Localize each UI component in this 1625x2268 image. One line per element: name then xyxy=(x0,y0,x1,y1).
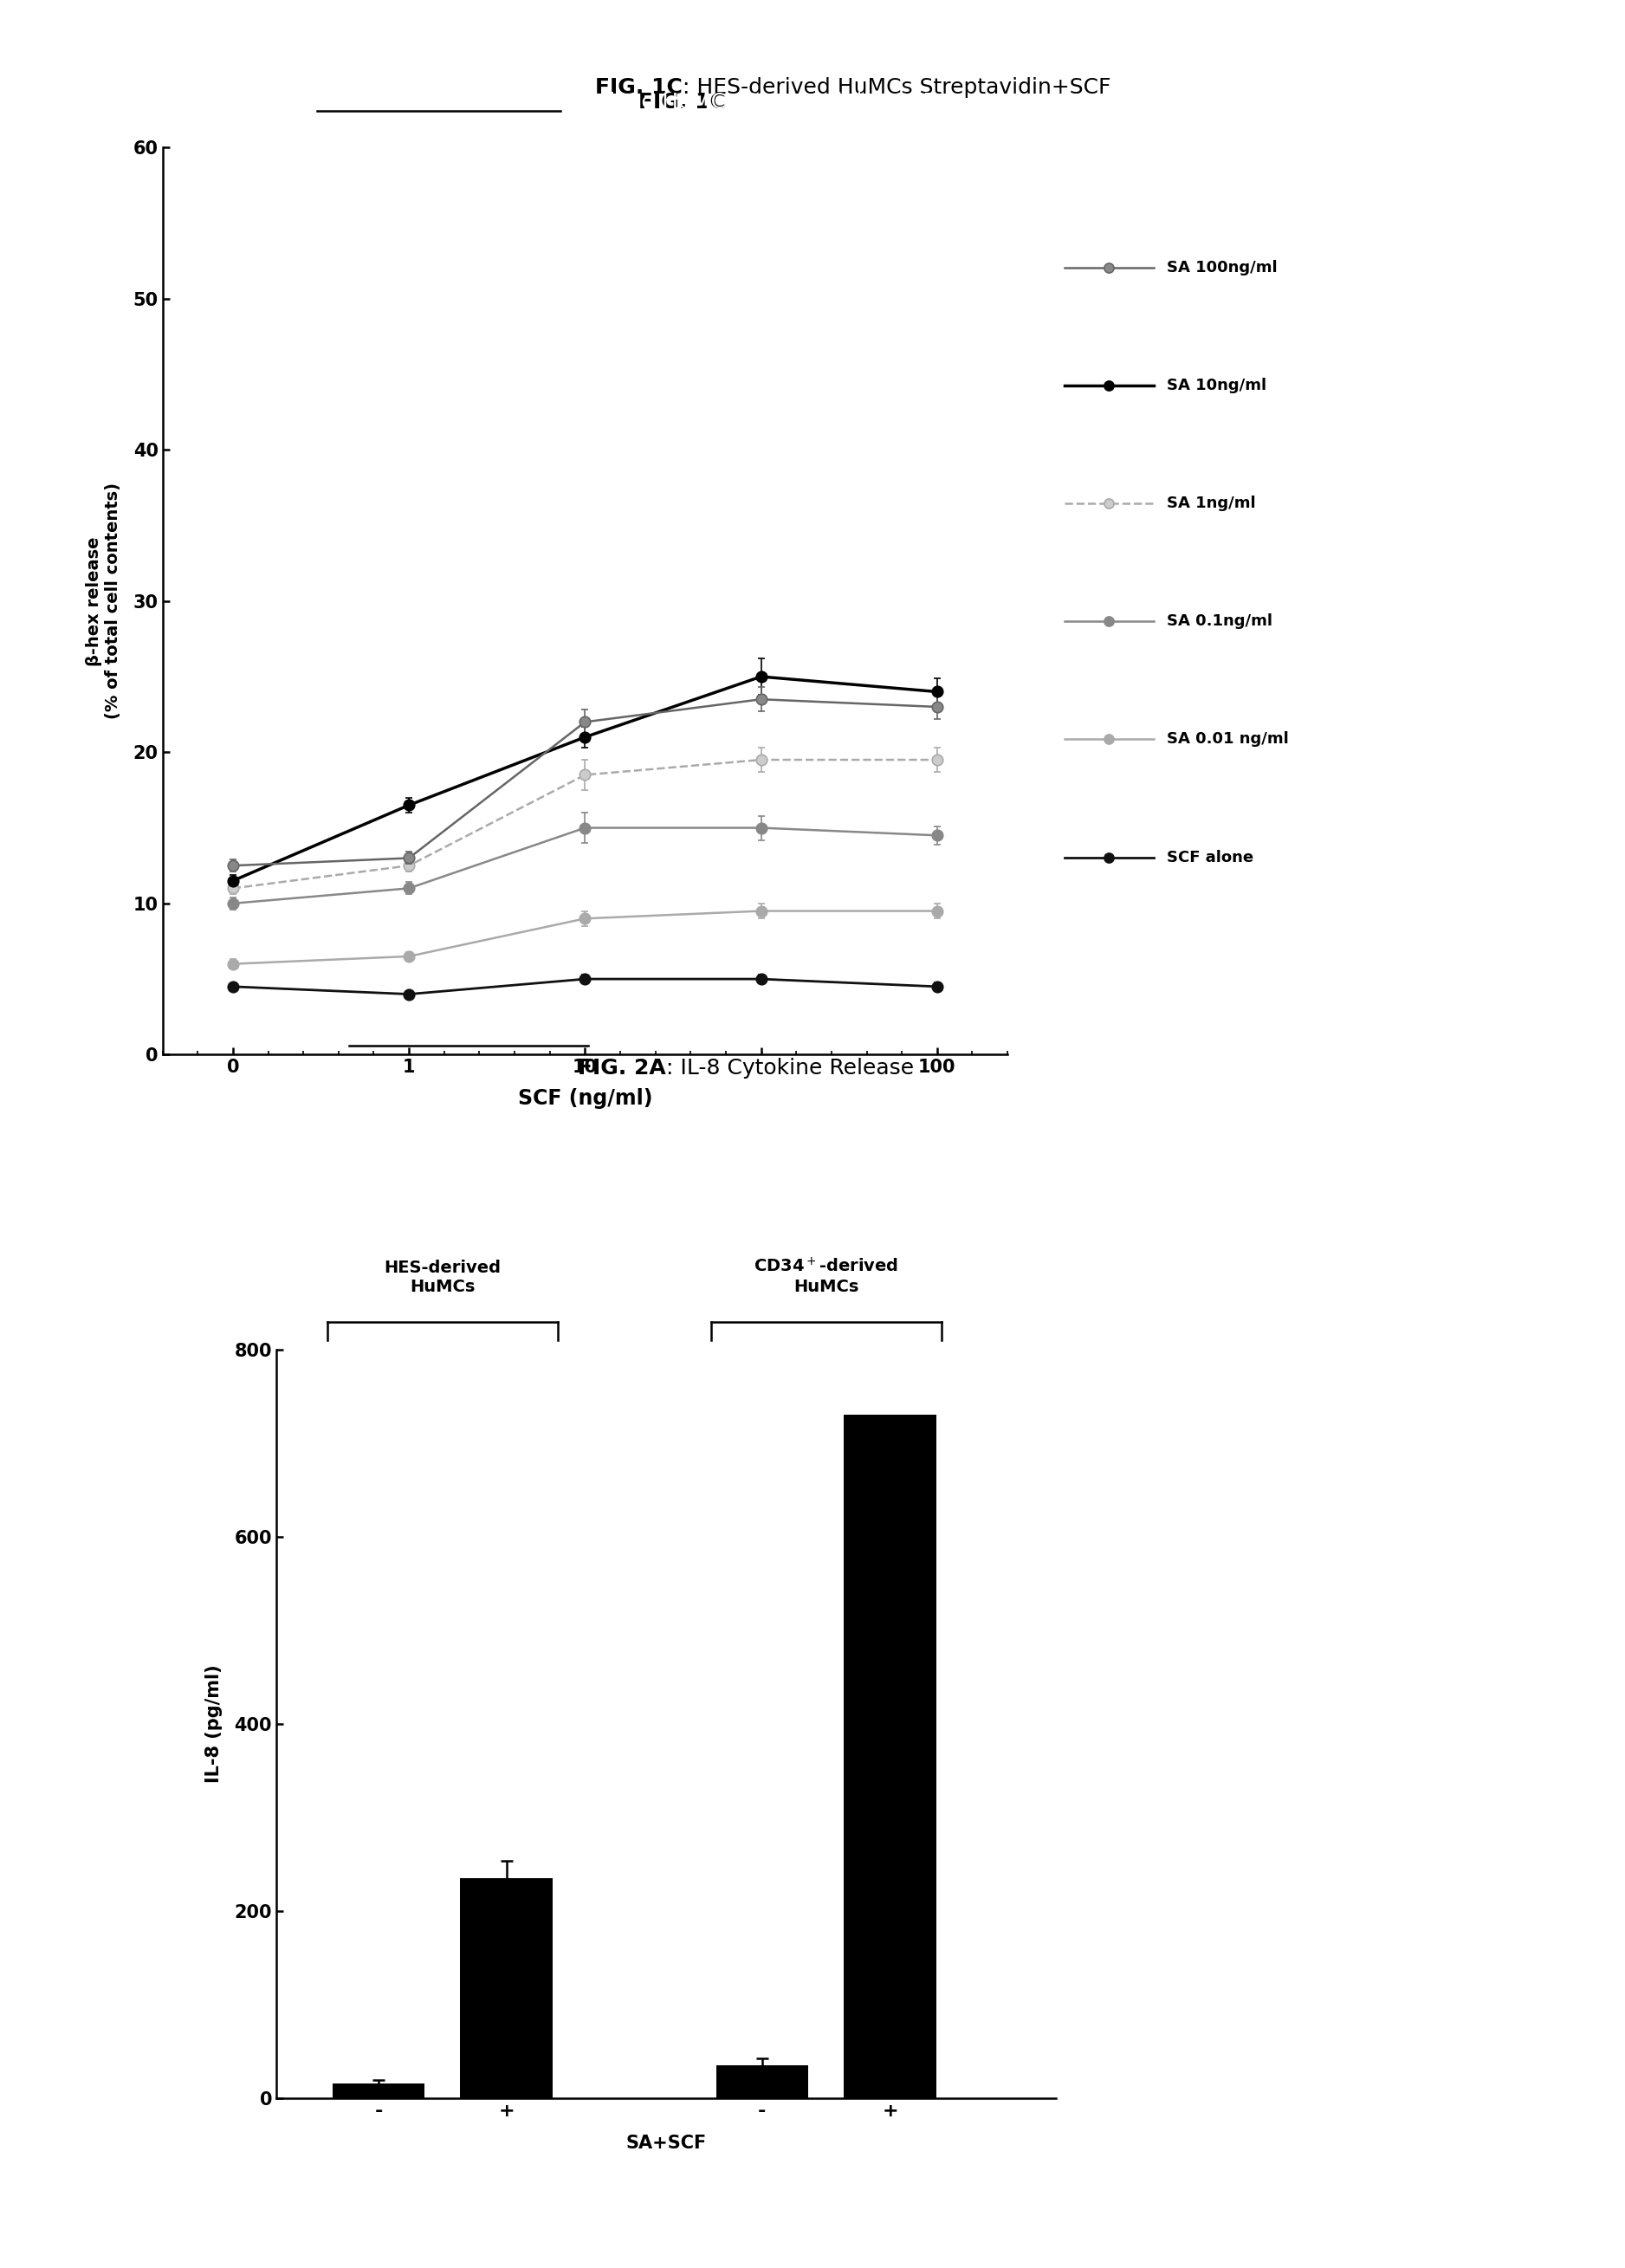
Text: SCF alone: SCF alone xyxy=(1167,850,1253,864)
Bar xyxy=(333,2084,424,2098)
Text: HES-derived
HuMCs: HES-derived HuMCs xyxy=(384,1259,500,1295)
Text: CD34$^+$-derived
HuMCs: CD34$^+$-derived HuMCs xyxy=(754,1256,899,1295)
Text: SA 100ng/ml: SA 100ng/ml xyxy=(1167,261,1277,274)
Text: SA 10ng/ml: SA 10ng/ml xyxy=(1167,379,1266,392)
Y-axis label: β-hex release
(% of total cell contents): β-hex release (% of total cell contents) xyxy=(86,483,120,719)
Bar xyxy=(843,1415,936,2098)
Text: SA 0.1ng/ml: SA 0.1ng/ml xyxy=(1167,615,1272,628)
Text: SA 1ng/ml: SA 1ng/ml xyxy=(1167,497,1256,510)
Text: FIG. 1C: FIG. 1C xyxy=(639,91,726,113)
Text: SA 0.01 ng/ml: SA 0.01 ng/ml xyxy=(1167,733,1289,746)
Text: : HES-derived HuMCs Streptavidin+SCF: : HES-derived HuMCs Streptavidin+SCF xyxy=(682,77,1112,98)
Text: FIG. 2A: FIG. 2A xyxy=(578,1057,666,1080)
Text: SA+SCF: SA+SCF xyxy=(626,2134,707,2152)
Text: FIG. 1C: HES-derived HuMCs Streptavidin+SCF: FIG. 1C: HES-derived HuMCs Streptavidin+… xyxy=(429,91,936,113)
Text: : IL-8 Cytokine Release: : IL-8 Cytokine Release xyxy=(666,1057,915,1080)
Text: FIG. 1C: FIG. 1C xyxy=(595,77,682,98)
Y-axis label: IL-8 (pg/ml): IL-8 (pg/ml) xyxy=(205,1665,223,1783)
Bar xyxy=(717,2066,808,2098)
Bar xyxy=(460,1878,552,2098)
X-axis label: SCF (ng/ml): SCF (ng/ml) xyxy=(518,1089,652,1109)
